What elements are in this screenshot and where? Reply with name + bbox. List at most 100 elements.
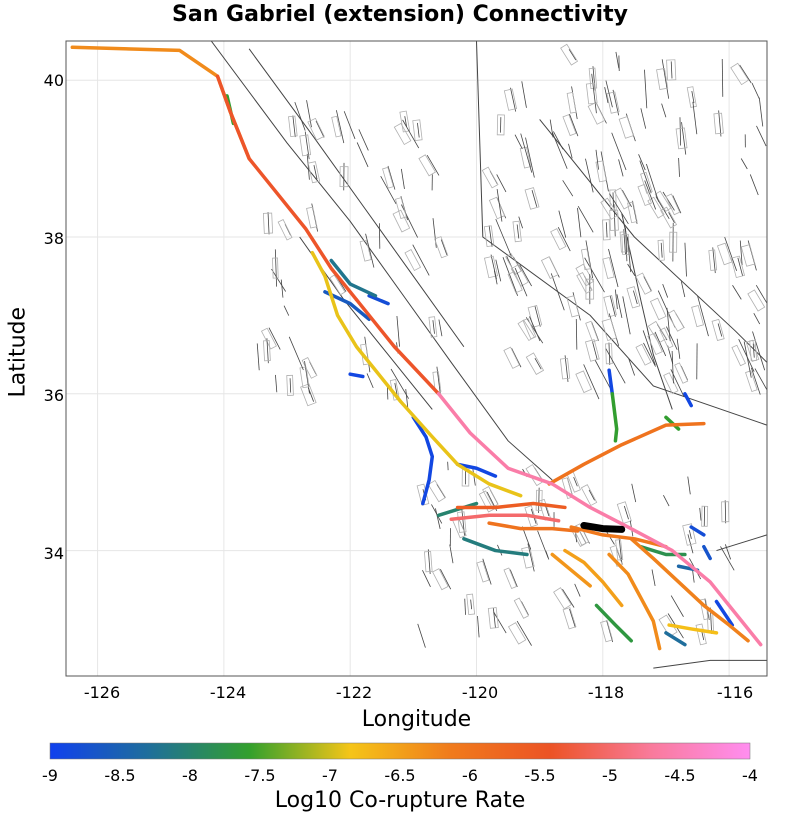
rupture-trace <box>367 294 390 306</box>
fault-trace <box>660 242 663 258</box>
fault-trace <box>688 530 692 539</box>
fault-trace <box>366 373 374 389</box>
fault-sub-section <box>306 206 318 229</box>
background-fault-network <box>210 41 767 669</box>
fault-sub-section <box>481 166 499 189</box>
fault-sub-section <box>587 101 606 125</box>
fault-sub-section <box>695 623 707 646</box>
fault-sub-section <box>666 309 685 332</box>
fault-trace <box>724 544 732 560</box>
fault-sub-section <box>647 196 665 219</box>
fault-sub-section <box>600 197 619 220</box>
fault-trace <box>622 296 631 335</box>
fault-trace <box>488 225 493 247</box>
fault-sub-section <box>382 166 394 189</box>
rupture-trace <box>436 501 479 518</box>
fault-trace <box>365 233 375 268</box>
fault-trace <box>422 570 431 588</box>
fault-sub-section <box>640 171 653 194</box>
fault-trace <box>521 81 527 108</box>
fault-trace <box>752 343 755 358</box>
fault-sub-section <box>572 523 590 546</box>
fault-trace <box>755 284 767 305</box>
fault-trace <box>275 374 278 393</box>
fault-sub-section <box>393 122 412 146</box>
fault-trace <box>449 544 454 564</box>
fault-sub-section <box>505 253 522 275</box>
fault-trace <box>525 317 544 344</box>
fault-trace <box>672 195 682 214</box>
fault-trace <box>609 193 629 224</box>
fault-trace <box>289 378 292 393</box>
fault-trace <box>438 319 443 337</box>
fault-trace <box>283 305 290 316</box>
fault-sub-section <box>657 239 665 261</box>
plot-frame <box>65 40 768 677</box>
fault-sub-section <box>675 127 688 150</box>
fault-trace <box>402 119 420 149</box>
fault-trace <box>294 102 306 131</box>
fault-sub-section <box>503 346 520 369</box>
fault-trace <box>631 483 637 503</box>
fault-sub-section <box>613 187 631 210</box>
fault-sub-section <box>466 593 476 616</box>
fault-trace <box>514 267 528 297</box>
fault-trace <box>712 247 716 274</box>
fault-sub-section <box>286 374 294 396</box>
fault-sub-section <box>745 370 758 393</box>
fault-sub-section <box>527 305 543 328</box>
fault-trace <box>718 110 722 137</box>
fault-trace <box>271 268 286 292</box>
rupture-trace <box>436 392 763 647</box>
fault-trace <box>509 569 518 588</box>
fault-trace <box>670 61 673 79</box>
fault-trace <box>356 142 369 168</box>
fault-trace <box>304 361 310 394</box>
fault-trace <box>743 341 752 378</box>
fault-sub-section <box>513 597 529 619</box>
fault-trace <box>495 218 512 257</box>
fault-trace <box>292 115 296 138</box>
fault-sub-section <box>507 622 527 645</box>
fault-sub-section <box>503 567 517 590</box>
fault-trace <box>625 227 628 262</box>
fault-trace <box>605 222 608 238</box>
rupture-trace <box>594 603 633 643</box>
fault-sub-section <box>585 278 595 300</box>
fault-sub-section <box>691 305 704 328</box>
fault-trace <box>569 113 579 137</box>
fault-trace <box>470 599 473 610</box>
fault-sub-section <box>260 327 277 350</box>
fault-sub-section <box>580 248 591 271</box>
fault-trace <box>472 467 476 486</box>
fault-sub-section <box>713 112 724 135</box>
fault-trace <box>670 595 684 617</box>
rupture-trace <box>455 501 567 510</box>
rupture-trace <box>348 372 365 379</box>
fault-trace <box>612 89 620 116</box>
fault-trace <box>638 154 646 171</box>
fault-sub-section <box>487 607 499 629</box>
fault-sub-section <box>626 286 641 309</box>
y-tick-label: 34 <box>43 544 64 563</box>
rupture-trace <box>607 552 662 651</box>
fault-trace <box>404 116 408 127</box>
fault-trace <box>671 351 674 384</box>
rupture-trace <box>411 415 435 506</box>
fault-trace <box>732 285 742 300</box>
fault-trace <box>754 368 767 391</box>
fault-sub-section <box>730 255 746 279</box>
x-tick-label: -116 <box>716 683 754 702</box>
fault-sub-section <box>576 272 593 294</box>
fault-sub-section <box>585 320 599 343</box>
fault-trace <box>668 212 675 223</box>
fault-trace <box>653 659 767 669</box>
fault-trace <box>739 240 743 266</box>
rupture-trace <box>607 368 615 396</box>
fault-sub-section <box>601 318 617 342</box>
rupture-trace <box>462 537 529 557</box>
fault-trace <box>640 108 647 129</box>
fault-trace <box>313 165 318 180</box>
fault-trace <box>644 180 657 210</box>
